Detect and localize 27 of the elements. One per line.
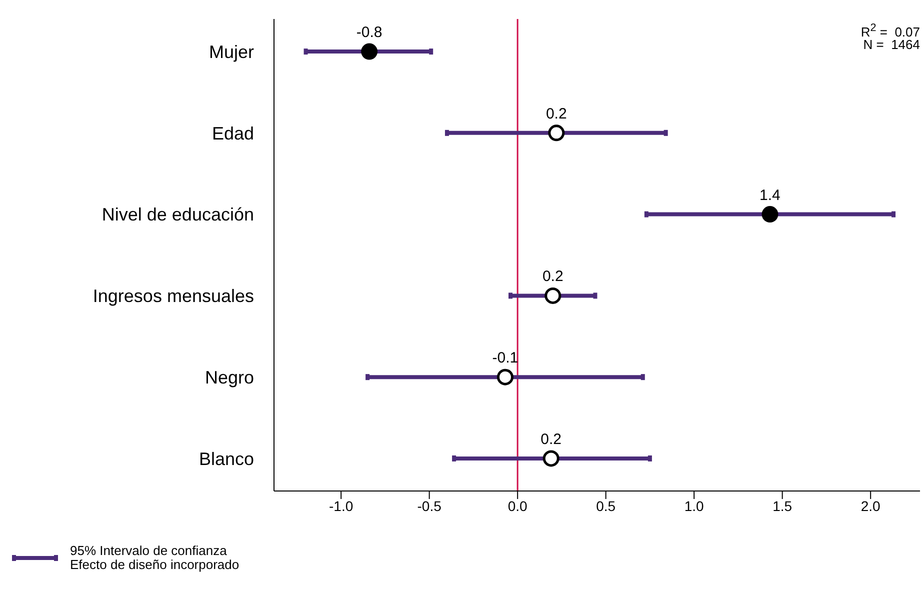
point [361, 43, 378, 60]
y-tick-label: Blanco [198, 448, 254, 469]
annotation: N = 1464 [862, 37, 920, 52]
y-tick-label: Nivel de educación [102, 204, 254, 225]
data-label: -0.8 [356, 24, 382, 42]
point [496, 368, 514, 386]
data-label: 0.2 [540, 430, 562, 448]
x-tick-label: 0.5 [596, 498, 616, 514]
data-label: 0.2 [546, 105, 567, 122]
text: 95% Intervalo de confianza Efecto de diseño incorporado [70, 543, 240, 572]
y-tick-label: Ingresos mensuales [92, 286, 254, 306]
point [544, 287, 562, 304]
y-tick-label: Edad [212, 123, 254, 144]
x-tick-label: 1.5 [772, 498, 792, 514]
point [762, 206, 778, 223]
x-tick-label: -0.5 [417, 498, 442, 514]
point [548, 124, 565, 142]
data-label: 1.4 [760, 186, 780, 204]
point [542, 450, 560, 467]
x-tick-label: 1.0 [684, 498, 704, 514]
y-tick-label: Mujer [208, 42, 254, 62]
x-tick-label: 2.0 [860, 498, 881, 514]
x-tick-label: 0.0 [508, 498, 528, 514]
x-tick-label: -1.0 [329, 498, 354, 514]
y-tick-label: Negro [204, 367, 254, 388]
annotation: R$^{2}$ = 0.07 [860, 22, 920, 40]
data-label: 0.2 [542, 268, 564, 286]
